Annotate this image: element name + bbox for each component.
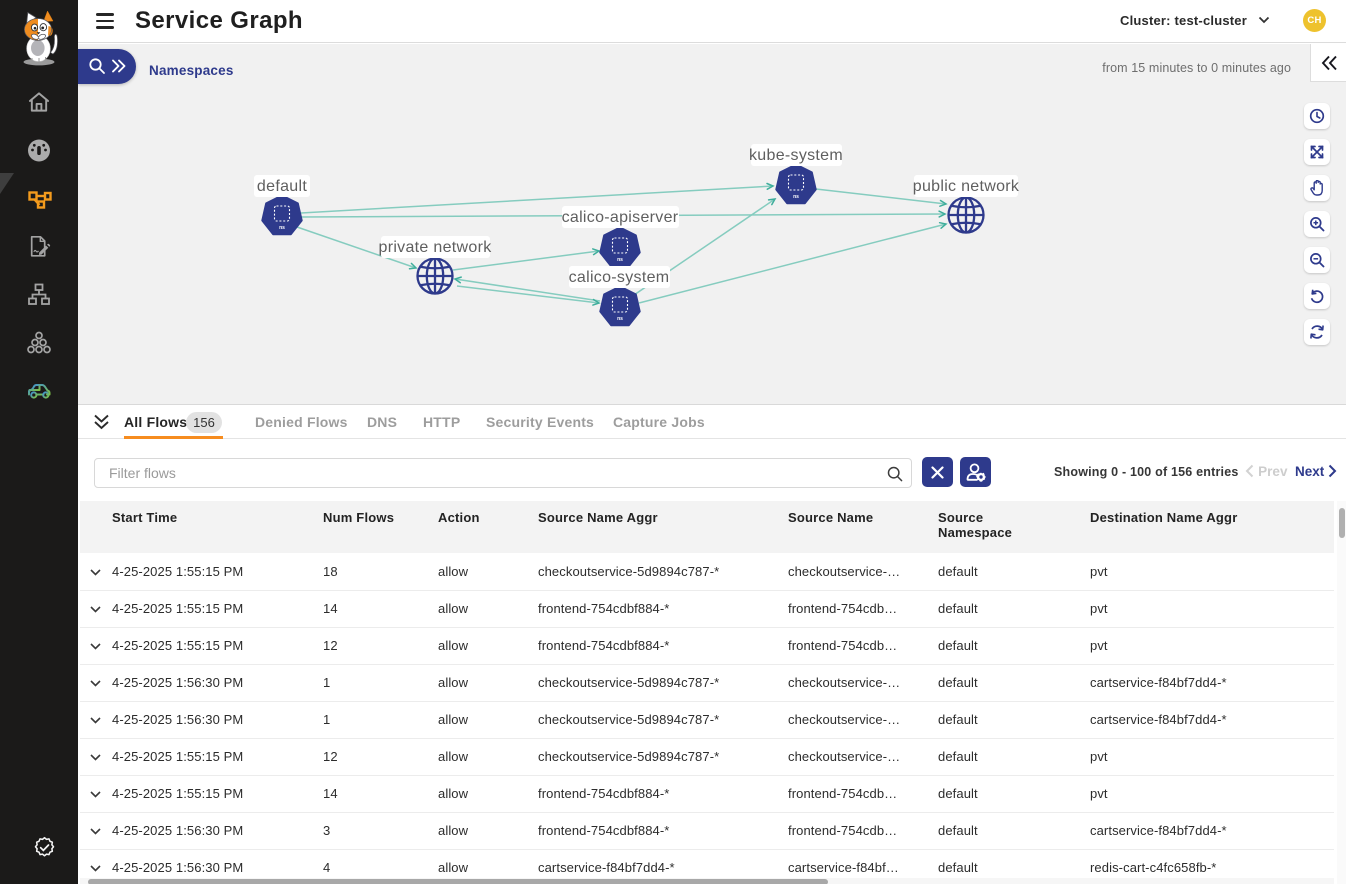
svg-text:kube-system: kube-system <box>749 147 843 164</box>
svg-text:calico-apiserver: calico-apiserver <box>562 209 679 226</box>
svg-text:calico-system: calico-system <box>569 269 670 286</box>
svg-text:private network: private network <box>379 239 493 256</box>
svg-text:public network: public network <box>913 178 1020 195</box>
svg-text:default: default <box>257 178 307 195</box>
